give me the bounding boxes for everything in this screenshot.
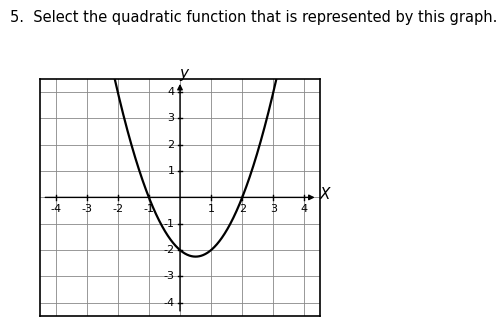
Text: -1: -1 [164,219,174,229]
Text: 1: 1 [208,204,214,214]
Text: -4: -4 [50,204,61,214]
Text: 2: 2 [238,204,246,214]
Text: 3: 3 [270,204,277,214]
Text: X: X [320,187,330,202]
Text: 2: 2 [168,140,174,150]
Text: 4: 4 [301,204,308,214]
Text: -4: -4 [164,298,174,308]
Text: y: y [179,66,188,81]
Text: 5.  Select the quadratic function that is represented by this graph.  (1 point): 5. Select the quadratic function that is… [10,10,500,25]
Text: -1: -1 [144,204,154,214]
Text: -3: -3 [164,271,174,281]
Text: 3: 3 [168,114,174,123]
Text: -2: -2 [112,204,124,214]
Text: 4: 4 [168,87,174,97]
Text: -2: -2 [164,245,174,255]
Text: -3: -3 [81,204,92,214]
Text: 1: 1 [168,166,174,176]
